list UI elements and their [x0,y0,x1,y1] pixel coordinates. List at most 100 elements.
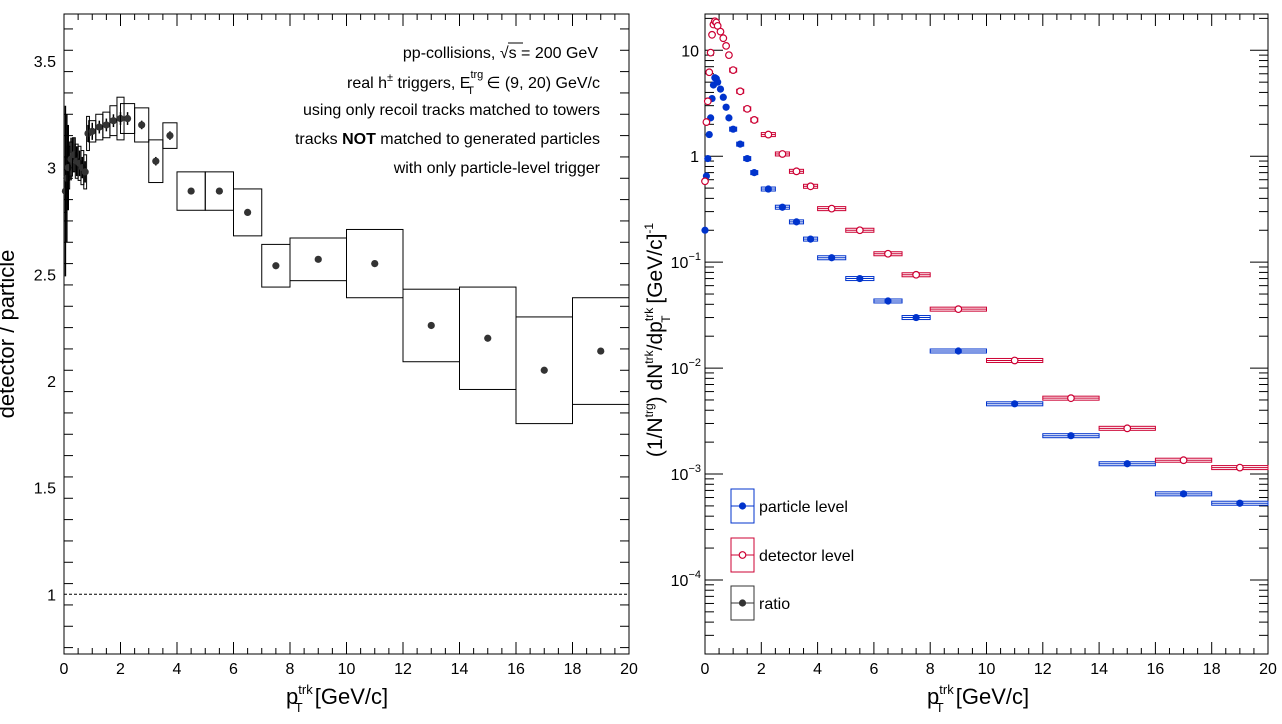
ratio-point [81,168,89,176]
right-x-tick-label: 16 [1147,661,1165,678]
right-x-tick-label: 0 [701,661,710,678]
detector-point [778,150,787,158]
right-y-tick-label: 1 [690,149,699,166]
ratio-point [244,208,252,216]
ratio-point [109,117,118,125]
annotation-trigger: real h± triggers, Etrg T ∈ (9, 20) GeV/c [347,69,600,97]
detector-point [1010,356,1019,365]
ratio-point [427,321,435,330]
left-y-tick-label: 1 [47,587,56,604]
particle-point [1236,499,1244,507]
particle-point [725,114,733,122]
left-annotations: pp-collisions, √s = 200 GeV real h± trig… [295,42,601,177]
left-x-tick-label: 16 [507,661,525,678]
ratio-point [215,187,223,195]
ratio-point [88,127,96,135]
right-x-tick-label: 12 [1034,661,1052,678]
ratio-sys-box [134,107,150,143]
right-y-tick-label: 10−3 [671,463,701,484]
left-y-tick-label: 2 [47,374,56,391]
particle-point [1011,400,1019,408]
detector-point [884,249,892,258]
detector-point [703,97,712,106]
left-x-axis-label: ptrk T [GeV/c] [286,682,388,715]
legend-marker-2 [738,599,747,607]
left-y-tick-label: 3 [47,161,56,178]
right-data-layer [701,17,1269,507]
particle-point [722,103,730,111]
detector-point [701,177,709,186]
detector-point [722,41,731,50]
left-panel: 0 2 4 6 8 10 12 14 16 18 20 1 1.5 2 2.5 3 3.5 detector /… [0,13,638,715]
ratio-point [138,121,146,129]
ratio-point [187,187,195,195]
ratio-point [371,260,379,268]
particle-point [701,226,709,234]
right-x-tick-label: 4 [813,661,822,678]
right-x-tick-label: 2 [757,661,766,678]
legend-label-0: particle level [759,499,848,516]
right-x-tick-label: 14 [1090,661,1108,678]
ratio-sys-box [148,139,164,184]
particle-point [736,140,744,148]
right-y-tick-label: 10 [681,43,699,60]
right-x-axis-label: ptrk T [GeV/c] [927,682,1029,715]
detector-point [806,182,815,191]
particle-point [705,130,713,139]
detector-point [743,104,752,113]
ratio-point [597,347,605,355]
particle-point [764,185,772,193]
left-y-tick-label: 1.5 [34,481,56,498]
ratio-sys-box [162,122,178,149]
annotation-collision: pp-collisions, √s = 200 GeV [403,45,598,62]
particle-point [912,313,920,322]
particle-point [743,154,751,163]
left-x-tick-label: 8 [286,661,295,678]
detector-point [702,118,711,126]
detector-point [725,51,733,60]
particle-point [828,254,836,262]
detector-point [1235,463,1244,472]
left-axis-ticks: 0 2 4 6 8 10 12 14 16 18 20 1 1.5 2 2.5 3 3.5 [34,14,638,678]
ratio-point [314,255,322,263]
legend-label-1: detector level [759,548,854,565]
right-y-tick-label: 10−4 [671,569,701,590]
legend-marker-0 [738,502,747,510]
detector-point [954,305,963,314]
annotation-recoil: using only recoil tracks matched to towe… [303,102,600,119]
right-panel: 0 2 4 6 8 10 12 14 16 18 20 10−4 10−3 10−2 10−1 1 10 (1/… [642,13,1277,715]
ratio-point [152,157,160,165]
detector-point [705,68,714,77]
left-x-tick-label: 4 [173,661,182,678]
detector-point [706,48,715,57]
ratio-point [540,366,548,374]
left-x-tick-label: 10 [338,661,356,678]
detector-point [912,270,921,279]
left-y-tick-label: 2.5 [34,267,56,284]
ratio-point [95,123,103,131]
left-x-tick-label: 6 [229,661,238,678]
right-axis-ticks: 0 2 4 6 8 10 12 14 16 18 20 10−4 10−3 10−2 10−1 1 10 [671,14,1277,678]
legend: particle level detector level ratio [730,488,854,621]
particle-point [1123,460,1131,468]
detector-point [792,167,801,176]
legend-label-2: ratio [759,596,790,613]
right-y-tick-label: 10−1 [671,251,701,272]
right-y-axis-label: (1/Ntrg) dNtrk/dptrk T [GeV/c]-1 [642,223,673,457]
ratio-point [123,114,132,123]
ratio-sys-box [572,297,630,405]
particle-point [729,125,737,133]
left-y-tick-label: 3.5 [34,54,56,71]
right-x-tick-label: 20 [1259,661,1277,678]
detector-point [716,27,725,36]
particle-point [704,154,712,163]
left-y-axis-label: detector / particle [0,250,19,419]
particle-point [856,274,864,283]
ratio-sys-box [346,228,404,299]
ratio-point [484,334,492,342]
left-x-tick-label: 2 [116,661,125,678]
right-x-tick-label: 6 [869,661,878,678]
detector-point [750,116,759,124]
detector-point [1067,394,1075,403]
particle-point [714,78,722,86]
